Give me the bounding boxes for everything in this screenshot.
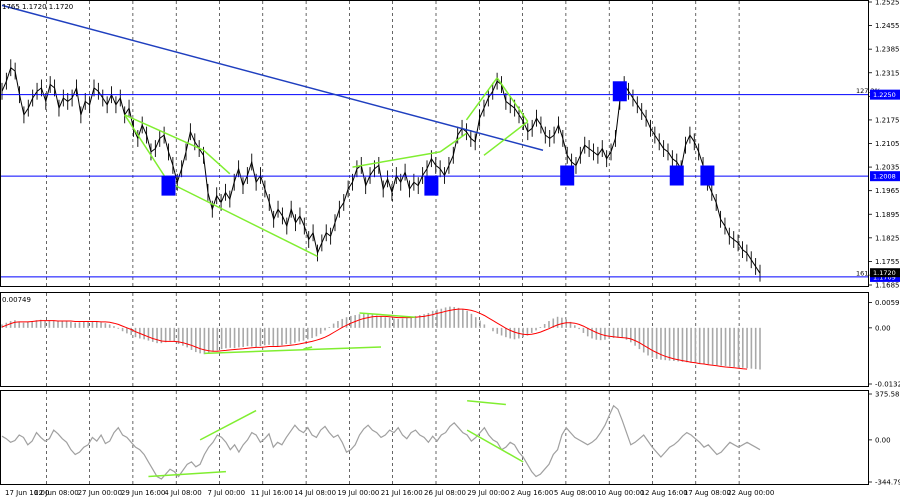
main-price-panel: 127.2% 161.8% xyxy=(1,4,881,282)
y-tick-label: 1.2035 xyxy=(875,164,900,172)
cci-tick-label: -344.798 xyxy=(875,479,900,487)
x-tick-label: 21 Jul 16:00 xyxy=(381,489,423,497)
x-tick-label: 19 Jul 00:00 xyxy=(337,489,379,497)
x-tick-label: 17 Aug 08:00 xyxy=(684,489,731,497)
divergence-line xyxy=(352,151,441,168)
signal-marker xyxy=(669,165,684,186)
divergence-line xyxy=(124,114,170,183)
y-tick-label: 1.2385 xyxy=(875,46,900,54)
y-tick-label: 1.2525 xyxy=(875,0,900,7)
cci-tick-label: 375.5808 xyxy=(875,391,900,399)
y-tick-label: 1.2315 xyxy=(875,69,900,77)
macd-panel-border xyxy=(0,292,869,387)
y-tick-label: 1.2175 xyxy=(875,116,900,124)
cci-tick-label: 0.00 xyxy=(875,436,891,444)
macd-panel xyxy=(1,306,761,370)
x-tick-label: 29 Jun 16:00 xyxy=(121,489,165,497)
x-tick-label: 22 Jun 08:00 xyxy=(34,489,78,497)
signal-marker xyxy=(612,81,627,102)
y-tick-label: 1.1965 xyxy=(875,187,900,195)
cci-divergence-line xyxy=(467,400,506,406)
divergence-line xyxy=(168,181,318,258)
divergence-line xyxy=(439,132,467,153)
macd-tick-label: -0.01321 xyxy=(875,381,900,389)
y-tick-label: 1.1895 xyxy=(875,211,900,219)
x-tick-label: 10 Aug 00:00 xyxy=(597,489,644,497)
x-tick-label: 27 Jun 00:00 xyxy=(78,489,122,497)
cci-divergence-line xyxy=(148,470,227,478)
x-tick-label: 26 Jul 08:00 xyxy=(424,489,466,497)
level-price-label: 1.2008 xyxy=(873,173,896,181)
x-tick-label: 4 Jul 08:00 xyxy=(164,489,202,497)
y-tick-label: 1.2105 xyxy=(875,140,900,148)
macd-divergence-line xyxy=(204,346,382,355)
cci-panel-border xyxy=(0,390,869,485)
level-price-tag xyxy=(870,171,900,182)
current-price-label: 1.1720 xyxy=(873,269,896,277)
signal-marker xyxy=(424,175,439,196)
x-tick-label: 29 Jul 00:00 xyxy=(467,489,509,497)
y-tick-label: 1.1825 xyxy=(875,234,900,242)
macd-header: 0.00749 xyxy=(2,296,31,304)
signal-marker xyxy=(700,165,715,186)
cci-divergence-line xyxy=(466,429,524,463)
level-price-label: 1.2250 xyxy=(873,91,896,99)
x-tick-label: 7 Jul 00:00 xyxy=(208,489,246,497)
y-tick-label: 1.1685 xyxy=(875,282,900,290)
fibo-level-label: 127.2% xyxy=(856,87,881,95)
x-tick-label: 17 Jun 16:00 xyxy=(5,489,49,497)
divergence-line xyxy=(465,77,498,121)
macd-divergence-line xyxy=(359,312,416,318)
y-axes: 1.25251.24551.23851.23151.22451.21751.21… xyxy=(868,0,900,487)
price-line xyxy=(1,66,761,274)
fibo-level-label: 161.8% xyxy=(856,269,881,277)
macd-signal-line xyxy=(1,308,748,370)
divergence-line xyxy=(496,77,529,123)
x-tick-label: 11 Jul 16:00 xyxy=(251,489,293,497)
divergence-line xyxy=(124,114,204,151)
symbol-header: 1765 1.1720 1.1720 xyxy=(2,3,73,11)
x-tick-label: 12 Aug 16:00 xyxy=(641,489,688,497)
signal-marker xyxy=(560,165,575,186)
divergence-line xyxy=(203,149,231,175)
x-tick-label: 22 Aug 00:00 xyxy=(727,489,774,497)
level-price-tag xyxy=(870,89,900,100)
y-tick-label: 1.1755 xyxy=(875,258,900,266)
cci-panel xyxy=(1,400,761,480)
current-price-tag xyxy=(870,268,900,278)
trend-line xyxy=(1,4,544,151)
cci-divergence-line xyxy=(199,409,257,441)
x-tick-label: 5 Aug 08:00 xyxy=(554,489,597,497)
macd-tick-label: 0.00 xyxy=(875,324,891,332)
macd-divergence-line xyxy=(303,346,313,350)
signal-marker xyxy=(161,175,176,196)
divergence-line xyxy=(483,121,529,156)
x-tick-label: 14 Jul 08:00 xyxy=(294,489,336,497)
level-price-label: 1.1709 xyxy=(873,273,896,281)
x-tick-label: 2 Aug 16:00 xyxy=(511,489,554,497)
y-tick-label: 1.2455 xyxy=(875,22,900,30)
cci-line xyxy=(1,404,761,480)
macd-tick-label: 0.00596 xyxy=(875,299,900,307)
